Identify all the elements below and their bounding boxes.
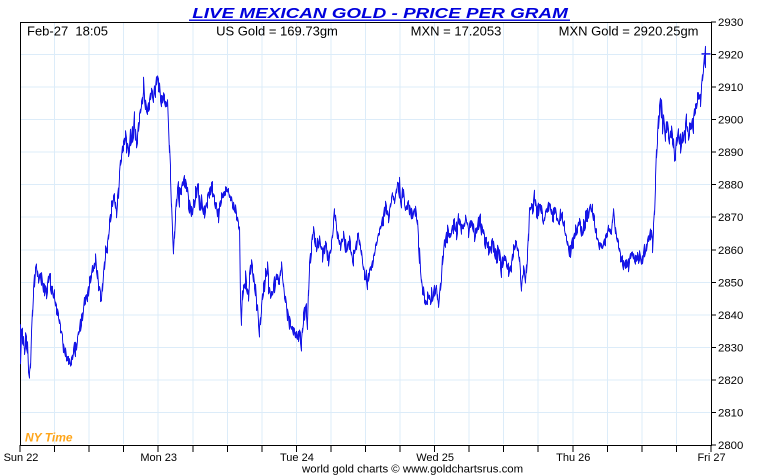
svg-text:Thu 26: Thu 26 [556,452,590,464]
svg-text:2830: 2830 [718,342,743,354]
svg-text:2910: 2910 [718,82,743,94]
svg-text:2920: 2920 [718,50,743,62]
svg-text:MXN = 17.2053: MXN = 17.2053 [411,24,502,39]
svg-text:Mon 23: Mon 23 [140,452,177,464]
svg-text:2800: 2800 [718,440,743,452]
svg-text:2890: 2890 [718,147,743,159]
svg-text:world gold charts © www.goldch: world gold charts © www.goldchartsrus.co… [301,463,523,475]
svg-text:2860: 2860 [718,245,743,257]
svg-text:2930: 2930 [718,17,743,29]
svg-text:2870: 2870 [718,212,743,224]
svg-text:NY Time: NY Time [25,431,73,445]
svg-text:Fri 27: Fri 27 [697,452,725,464]
svg-text:Sun 22: Sun 22 [4,452,39,464]
svg-text:Tue 24: Tue 24 [280,452,314,464]
svg-text:2880: 2880 [718,180,743,192]
svg-text:Wed 25: Wed 25 [416,452,454,464]
svg-text:MXN Gold = 2920.25gm: MXN Gold = 2920.25gm [559,24,699,39]
svg-text:2850: 2850 [718,277,743,289]
svg-text:2900: 2900 [718,115,743,127]
svg-text:Feb-27 18:05: Feb-27 18:05 [27,24,108,39]
svg-text:LIVE MEXICAN GOLD - PRICE PER: LIVE MEXICAN GOLD - PRICE PER GRAM [192,5,568,22]
svg-text:2840: 2840 [718,310,743,322]
svg-text:2820: 2820 [718,375,743,387]
svg-text:US Gold = 169.73gm: US Gold = 169.73gm [216,24,338,39]
svg-text:2810: 2810 [718,408,743,420]
